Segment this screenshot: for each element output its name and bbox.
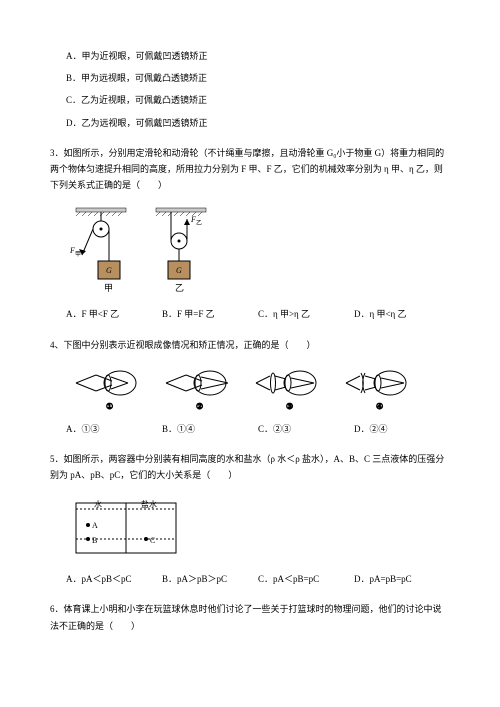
svg-text:④: ④: [376, 402, 383, 411]
svg-text:甲: 甲: [104, 283, 113, 293]
svg-text:C: C: [150, 536, 155, 545]
svg-text:A: A: [92, 521, 98, 530]
svg-text:①: ①: [106, 402, 113, 411]
q2-options: A．甲为近视眼，可佩戴凹透镜矫正 B．甲为远视眼，可佩戴凸透镜矫正 C．乙为近视…: [66, 48, 450, 131]
q4-text: 4、下图中分别表示近视眼成像情况和矫正情况，正确的是（ ）: [50, 337, 450, 353]
q3-answers: A．F 甲<F 乙 B．F 甲=F 乙 C．η 甲>η 乙 D．η 甲<η 乙: [66, 306, 450, 322]
q3-C: C．η 甲>η 乙: [258, 306, 354, 322]
q5-answers: A．pA＜pB＜pC B．pA＞pB＞pC C．pA＜pB=pC D．pA=pB…: [66, 571, 450, 587]
q2-option-D: D．乙为远视眼，可佩戴凹透镜矫正: [66, 115, 450, 131]
q4-A: A．①③: [66, 421, 162, 437]
q2-option-B: B．甲为远视眼，可佩戴凸透镜矫正: [66, 70, 450, 86]
svg-text:③: ③: [286, 402, 293, 411]
q5-C: C．pA＜pB=pC: [258, 571, 354, 587]
q4-figure: ① ② ③ ④: [66, 365, 450, 415]
q5-B: B．pA＞pB＞pC: [162, 571, 258, 587]
q4-D: D．②④: [354, 421, 450, 437]
q4-C: C．②③: [258, 421, 354, 437]
svg-text:甲: 甲: [75, 251, 81, 258]
q5-A: A．pA＜pB＜pC: [66, 571, 162, 587]
svg-text:乙: 乙: [175, 283, 184, 293]
svg-text:乙: 乙: [196, 220, 202, 227]
q3-D: D．η 甲<η 乙: [354, 306, 450, 322]
svg-text:G: G: [176, 266, 182, 275]
q5-text: 5．如图所示，两容器中分别装有相同高度的水和盐水（ρ 水＜ρ 盐水），A、B、C…: [50, 451, 450, 483]
q3-figure: F甲 G 甲 F乙 G 乙: [66, 205, 450, 300]
q3-A: A．F 甲<F 乙: [66, 306, 162, 322]
q3-B: B．F 甲=F 乙: [162, 306, 258, 322]
q5-figure: 水 盐水 A B C: [66, 495, 450, 565]
svg-text:G: G: [106, 266, 112, 275]
svg-text:②: ②: [196, 402, 203, 411]
q2-option-A: A．甲为近视眼，可佩戴凹透镜矫正: [66, 48, 450, 64]
q4-answers: A．①③ B．①④ C．②③ D．②④: [66, 421, 450, 437]
svg-text:B: B: [92, 536, 97, 545]
q3-text: 3．如图所示，分别用定滑轮和动滑轮（不计绳重与摩擦，且动滑轮重 G₀小于物重 G…: [50, 145, 450, 194]
q4-B: B．①④: [162, 421, 258, 437]
svg-text:盐水: 盐水: [141, 499, 157, 509]
q5-D: D．pA=pB=pC: [354, 571, 450, 587]
svg-text:水: 水: [94, 499, 102, 509]
q2-option-C: C．乙为近视眼，可佩戴凸透镜矫正: [66, 92, 450, 108]
q6-text: 6．体育课上小明和小李在玩篮球休息时他们讨论了一些关于打篮球时的物理问题，他们的…: [50, 601, 450, 633]
